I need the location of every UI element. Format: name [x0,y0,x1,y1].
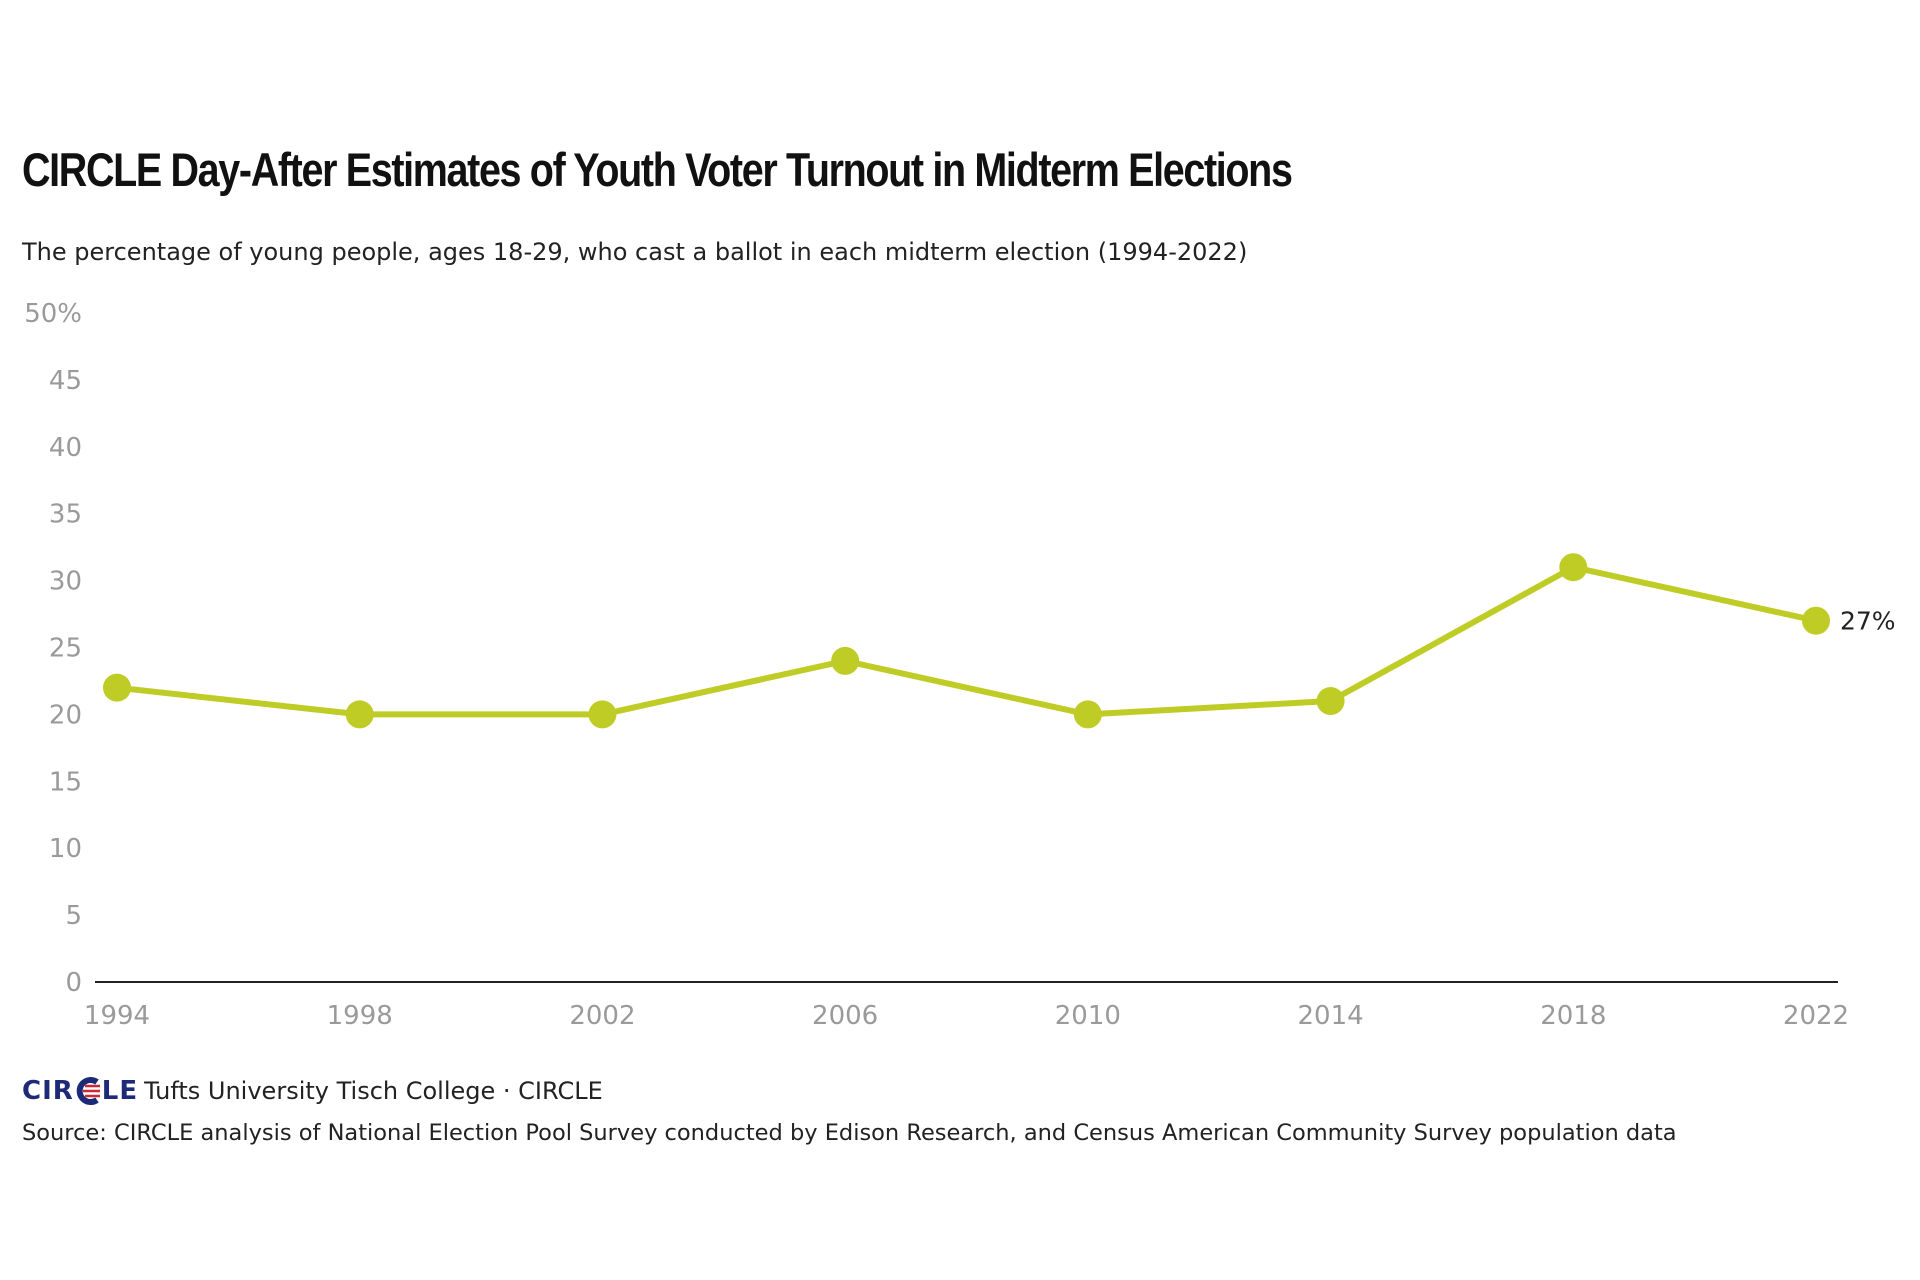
data-point [103,673,131,702]
org-name: Tufts University Tisch College · CIRCLE [144,1077,603,1105]
chart-subtitle: The percentage of young people, ages 18-… [22,238,1248,266]
data-point [1316,687,1345,716]
y-axis: 0 5 10 15 20 25 30 35 40 45 50% [24,299,82,998]
logo-text-left: CIR [22,1076,74,1106]
x-tick-label: 2014 [1297,1001,1363,1031]
y-tick-label: 5 [65,901,82,931]
data-point [345,700,374,729]
y-tick-label: 10 [49,834,82,864]
y-tick-label: 35 [49,500,82,530]
data-point [1073,700,1102,729]
y-tick-label: 50% [24,299,82,329]
y-tick-label: 30 [49,567,82,597]
y-tick-label: 45 [49,366,82,396]
data-point [1802,606,1830,635]
series-line [114,564,1819,718]
y-tick-label: 40 [49,433,82,463]
y-tick-label: 20 [49,700,82,730]
x-tick-label: 1994 [84,1001,150,1031]
x-tick-label: 2006 [812,1001,878,1031]
logo-text-right: LE [101,1076,139,1106]
chart-title: CIRCLE Day-After Estimates of Youth Vote… [22,143,1293,196]
data-point [588,700,617,729]
circle-logo: CIR LE [22,1076,138,1106]
footer-brand: CIR LE Tufts University Tisch College · … [22,1076,603,1106]
source-note: Source: CIRCLE analysis of National Elec… [22,1120,1677,1146]
data-point [1559,553,1588,582]
x-tick-label: 2018 [1540,1001,1606,1031]
y-tick-label: 0 [65,968,82,998]
flag-c-icon [76,1077,100,1105]
y-tick-label: 15 [49,767,82,797]
x-tick-label: 2010 [1055,1001,1121,1031]
x-tick-label: 2022 [1783,1001,1849,1031]
x-axis: 1994 1998 2002 2006 2010 2014 2018 2022 [84,1001,1849,1031]
x-tick-label: 2002 [569,1001,635,1031]
data-point [831,646,860,675]
series-layer: 27% [103,553,1896,729]
y-tick-label: 25 [49,634,82,664]
x-tick-label: 1998 [327,1001,393,1031]
end-value-label: 27% [1840,607,1896,636]
